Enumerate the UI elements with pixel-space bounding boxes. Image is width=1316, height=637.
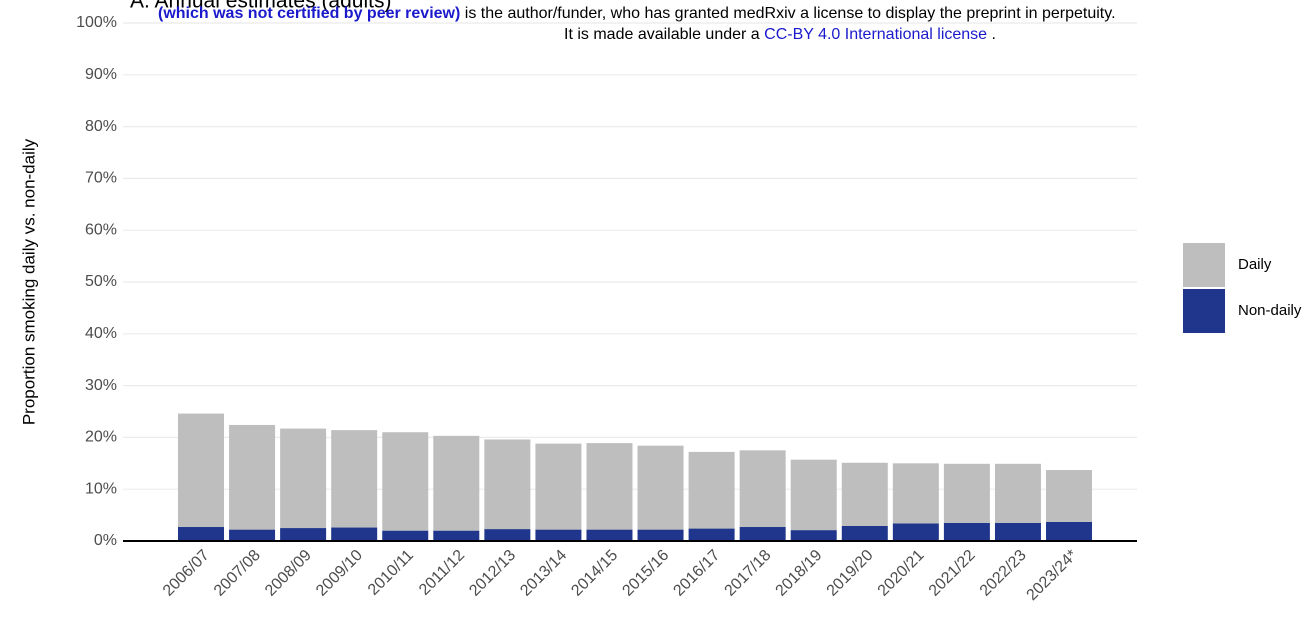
legend-key bbox=[1183, 243, 1225, 287]
x-tick-label: 2022/23 bbox=[977, 547, 1030, 600]
bar-segment bbox=[943, 463, 990, 523]
bar-segment bbox=[790, 530, 837, 541]
x-tick-label: 2013/14 bbox=[517, 547, 570, 600]
notice-text: It is made available under a bbox=[564, 26, 760, 43]
bar-segment bbox=[790, 459, 837, 531]
y-tick-label: 60% bbox=[85, 221, 117, 238]
bar-segment bbox=[331, 430, 378, 528]
y-tick-label: 20% bbox=[85, 429, 117, 446]
notice-rest: is the author/funder, who has granted me… bbox=[465, 5, 1116, 22]
bar-segment bbox=[739, 527, 786, 541]
bar-segment bbox=[739, 450, 786, 528]
x-tick-label: 2021/22 bbox=[926, 547, 979, 600]
legend-label: Daily bbox=[1238, 256, 1272, 273]
x-tick-label: 2019/20 bbox=[824, 547, 877, 600]
bar-segment bbox=[484, 439, 531, 530]
notice-line: (which was not certified by peer review)… bbox=[158, 5, 1116, 22]
bar-segment bbox=[1046, 470, 1093, 522]
notice-end: . bbox=[992, 26, 996, 43]
x-tick-label: 2018/19 bbox=[773, 547, 826, 600]
x-tick-label: 2012/13 bbox=[466, 547, 519, 600]
bar-segment bbox=[331, 527, 378, 541]
y-tick-label: 80% bbox=[85, 118, 117, 135]
bar-segment bbox=[382, 432, 429, 531]
legend-key bbox=[1183, 289, 1225, 333]
legend-label: Non-daily bbox=[1238, 302, 1302, 319]
bar-segment bbox=[586, 529, 633, 541]
bar-segment bbox=[841, 525, 888, 541]
bar-segment bbox=[382, 530, 429, 541]
y-tick-label: 30% bbox=[85, 377, 117, 394]
x-tick-label: 2014/15 bbox=[568, 547, 621, 600]
license-link[interactable]: CC-BY 4.0 International license bbox=[764, 26, 987, 43]
x-tick-label: 2009/10 bbox=[313, 547, 366, 600]
y-tick-label: 100% bbox=[76, 14, 117, 31]
y-axis-label: Proportion smoking daily vs. non-daily bbox=[19, 138, 38, 425]
bar-segment bbox=[229, 424, 276, 530]
y-tick-label: 90% bbox=[85, 66, 117, 83]
bar-segment bbox=[994, 463, 1041, 523]
bar-segment bbox=[943, 522, 990, 541]
bar-segment bbox=[994, 522, 1041, 541]
y-tick-label: 70% bbox=[85, 170, 117, 187]
bar-segment bbox=[433, 530, 480, 541]
bar-segment bbox=[178, 527, 224, 541]
bar-segment bbox=[178, 413, 224, 528]
bar-segment bbox=[1046, 521, 1093, 541]
x-tick-label: 2020/21 bbox=[875, 547, 928, 600]
bar-segment bbox=[535, 529, 582, 541]
x-tick-label: 2006/07 bbox=[160, 547, 213, 600]
bar-segment bbox=[484, 529, 531, 541]
bar-segment bbox=[280, 528, 327, 541]
x-tick-label: 2016/17 bbox=[670, 547, 723, 600]
y-tick-label: 50% bbox=[85, 273, 117, 290]
x-tick-label: 2007/08 bbox=[211, 547, 264, 600]
bar-segment bbox=[433, 435, 480, 531]
bar-segment bbox=[688, 528, 735, 541]
x-tick-label: 2008/09 bbox=[262, 547, 315, 600]
notice-line-2: It is made available under a CC-BY 4.0 I… bbox=[564, 26, 996, 43]
notice-bold: (which was not certified by peer review) bbox=[158, 5, 460, 22]
bar-segment bbox=[535, 443, 582, 530]
bar-segment bbox=[637, 445, 684, 530]
y-tick-label: 0% bbox=[94, 532, 117, 549]
bar-segment bbox=[892, 523, 939, 541]
bar-segment bbox=[280, 428, 327, 529]
x-tick-label: 2015/16 bbox=[619, 547, 672, 600]
bar-segment bbox=[229, 529, 276, 541]
x-tick-label: 2017/18 bbox=[722, 547, 775, 600]
x-tick-label: 2011/12 bbox=[416, 547, 468, 599]
bar-segment bbox=[688, 451, 735, 529]
bar-segment bbox=[586, 443, 633, 530]
bar-segment bbox=[841, 462, 888, 526]
x-tick-label: 2010/11 bbox=[365, 547, 417, 599]
bar-segment bbox=[637, 529, 684, 541]
bar-segment bbox=[892, 463, 939, 524]
chart-title: A. Annual estimates (adults) bbox=[130, 0, 391, 13]
y-tick-label: 10% bbox=[85, 480, 117, 497]
y-tick-label: 40% bbox=[85, 325, 117, 342]
x-tick-label: 2023/24* bbox=[1024, 547, 1081, 604]
